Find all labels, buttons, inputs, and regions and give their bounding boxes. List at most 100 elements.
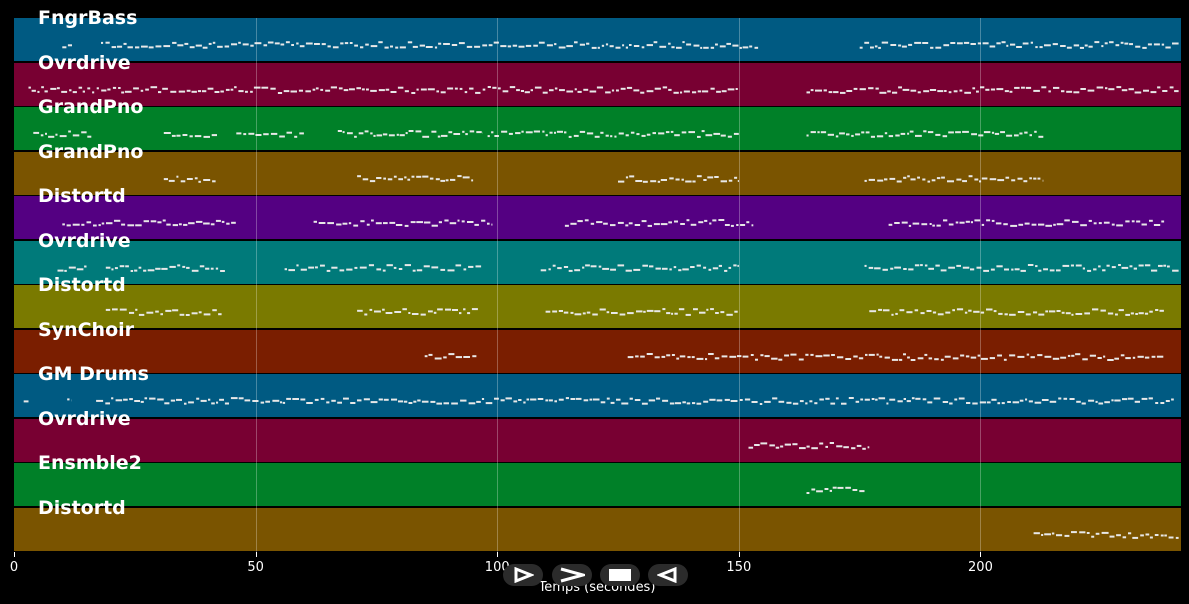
- note: [421, 400, 429, 403]
- note: [1025, 398, 1028, 401]
- note: [1129, 43, 1133, 46]
- note: [691, 355, 695, 358]
- note: [570, 222, 577, 225]
- note: [286, 131, 292, 134]
- note: [1037, 177, 1041, 180]
- note: [354, 266, 358, 269]
- note: [284, 267, 287, 270]
- note: [124, 90, 132, 93]
- note: [858, 356, 864, 359]
- note: [342, 222, 348, 225]
- note: [704, 219, 708, 222]
- note: [315, 86, 319, 89]
- tick-label: 200: [968, 560, 993, 575]
- note: [633, 268, 641, 271]
- note: [217, 45, 223, 48]
- note: [1025, 313, 1031, 316]
- note: [337, 130, 342, 132]
- note: [1031, 223, 1037, 226]
- note: [1001, 402, 1005, 405]
- note: [764, 400, 771, 403]
- note-segment: [357, 308, 478, 316]
- note: [1097, 356, 1102, 359]
- note: [868, 266, 874, 269]
- note: [678, 268, 682, 271]
- note: [1150, 90, 1157, 93]
- note: [56, 86, 60, 89]
- note: [430, 400, 436, 403]
- note: [799, 446, 806, 449]
- note: [417, 399, 421, 402]
- note: [1062, 264, 1070, 267]
- note: [868, 86, 874, 89]
- note: [666, 312, 671, 315]
- note: [371, 219, 374, 222]
- note: [991, 131, 995, 134]
- note: [703, 46, 709, 49]
- note: [448, 131, 453, 134]
- note: [263, 133, 269, 136]
- note: [705, 357, 708, 360]
- back-button[interactable]: [648, 564, 688, 586]
- note: [996, 87, 1004, 90]
- note: [545, 399, 548, 402]
- note: [1003, 358, 1007, 361]
- note: [127, 46, 133, 49]
- note: [468, 402, 476, 405]
- play-button[interactable]: [503, 564, 543, 586]
- note: [134, 400, 140, 402]
- note: [980, 311, 985, 314]
- note: [914, 263, 920, 266]
- note: [1076, 400, 1081, 403]
- note: [910, 89, 917, 92]
- note: [1043, 267, 1048, 270]
- note: [585, 263, 590, 266]
- note: [216, 401, 219, 404]
- note: [764, 354, 770, 357]
- note-segment: [545, 308, 738, 316]
- note: [123, 398, 128, 401]
- note: [973, 310, 980, 313]
- note: [298, 89, 303, 92]
- note: [1080, 224, 1087, 227]
- note: [727, 87, 735, 90]
- note: [194, 176, 198, 179]
- note: [492, 86, 497, 89]
- note: [686, 402, 691, 405]
- note: [574, 41, 578, 44]
- stop-button[interactable]: [600, 564, 640, 586]
- note: [1044, 44, 1051, 47]
- note-segment: [1033, 530, 1179, 539]
- note: [177, 263, 181, 266]
- note: [658, 132, 665, 135]
- note: [653, 41, 658, 44]
- note: [1151, 355, 1156, 358]
- note: [33, 131, 40, 134]
- note: [1069, 398, 1075, 400]
- note: [255, 134, 262, 136]
- note: [867, 445, 870, 448]
- note: [463, 267, 467, 270]
- note: [574, 268, 581, 271]
- note: [163, 132, 171, 134]
- note: [1030, 41, 1033, 44]
- note: [1056, 310, 1061, 312]
- note: [950, 42, 956, 44]
- note: [385, 88, 390, 91]
- note: [853, 355, 858, 357]
- note: [1153, 43, 1160, 46]
- note: [682, 41, 685, 44]
- note: [1048, 310, 1056, 313]
- note: [901, 221, 908, 224]
- note: [391, 398, 398, 401]
- note: [837, 486, 844, 489]
- forward-button[interactable]: [552, 564, 592, 586]
- note: [67, 398, 70, 401]
- note: [1014, 267, 1020, 270]
- note: [894, 222, 900, 224]
- note: [605, 134, 609, 137]
- note: [451, 44, 458, 46]
- note: [652, 132, 656, 135]
- note: [101, 222, 105, 225]
- note: [837, 355, 844, 358]
